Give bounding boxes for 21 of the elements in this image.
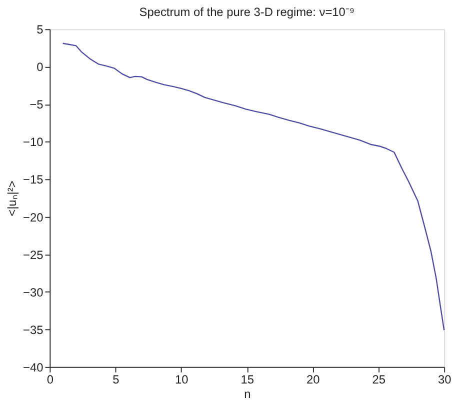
x-tick-label: 10 (175, 372, 189, 386)
y-tick-label: −20 (23, 210, 44, 224)
y-tick-label: −10 (23, 135, 44, 150)
x-tick-label: 0 (46, 372, 54, 386)
chart-title: Spectrum of the pure 3-D regime: ν=10⁻⁹ (139, 5, 355, 20)
y-tick-label: −35 (23, 322, 44, 337)
y-axis-title: <|uₙ|²> (5, 180, 20, 216)
x-tick-label: 30 (438, 372, 452, 386)
x-tick-label: 15 (240, 372, 254, 386)
x-tick-label: 20 (306, 372, 320, 386)
line-series (62, 42, 445, 331)
y-tick-label: 0 (36, 60, 44, 74)
x-tick-label: 5 (112, 372, 120, 386)
y-tick-label: 5 (36, 22, 44, 37)
x-tick-label: 25 (372, 372, 386, 386)
x-axis-title: n (244, 387, 251, 402)
y-tick-label: −15 (23, 172, 44, 187)
y-tick-label: −25 (23, 248, 44, 262)
y-tick-label: −5 (30, 98, 44, 112)
y-tick-label: −30 (23, 285, 44, 300)
y-tick-label: −40 (23, 360, 44, 374)
